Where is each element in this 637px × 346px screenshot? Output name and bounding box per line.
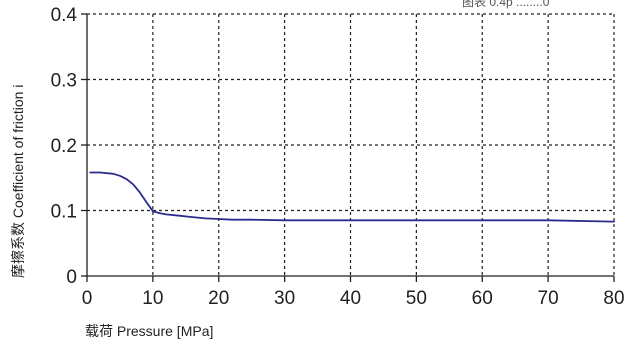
grid-layer — [87, 13, 615, 276]
ticks-layer: 0 10 20 30 40 50 60 70 80 0 0.1 0.2 0.3 0.4 — [51, 5, 625, 309]
y-tick-label-0.2: 0.2 — [51, 136, 77, 157]
y-tick-label-0: 0 — [66, 267, 77, 288]
x-tick-label-20: 20 — [208, 288, 229, 309]
x-tick-label-30: 30 — [274, 288, 295, 309]
x-tick-label-10: 10 — [142, 288, 163, 309]
x-tick-label-40: 40 — [340, 288, 361, 309]
x-tick-label-80: 80 — [603, 288, 624, 309]
x-tick-label-70: 70 — [538, 288, 559, 309]
x-tick-label-0: 0 — [82, 288, 93, 309]
series-layer — [89, 171, 615, 223]
x-axis-title: 载荷 Pressure [MPa] — [85, 323, 213, 339]
y-tick-label-0.4: 0.4 — [51, 5, 78, 26]
y-tick-label-0.3: 0.3 — [51, 71, 77, 92]
y-axis-title: 摩擦系数 Coefficient of friction i — [10, 85, 26, 278]
y-tick-label-0.1: 0.1 — [51, 202, 77, 223]
series-line-0 — [89, 171, 615, 223]
x-tick-label-50: 50 — [406, 288, 427, 309]
x-tick-label-60: 60 — [472, 288, 493, 309]
corner-note: 图表 0.4p ........0 — [462, 0, 550, 9]
